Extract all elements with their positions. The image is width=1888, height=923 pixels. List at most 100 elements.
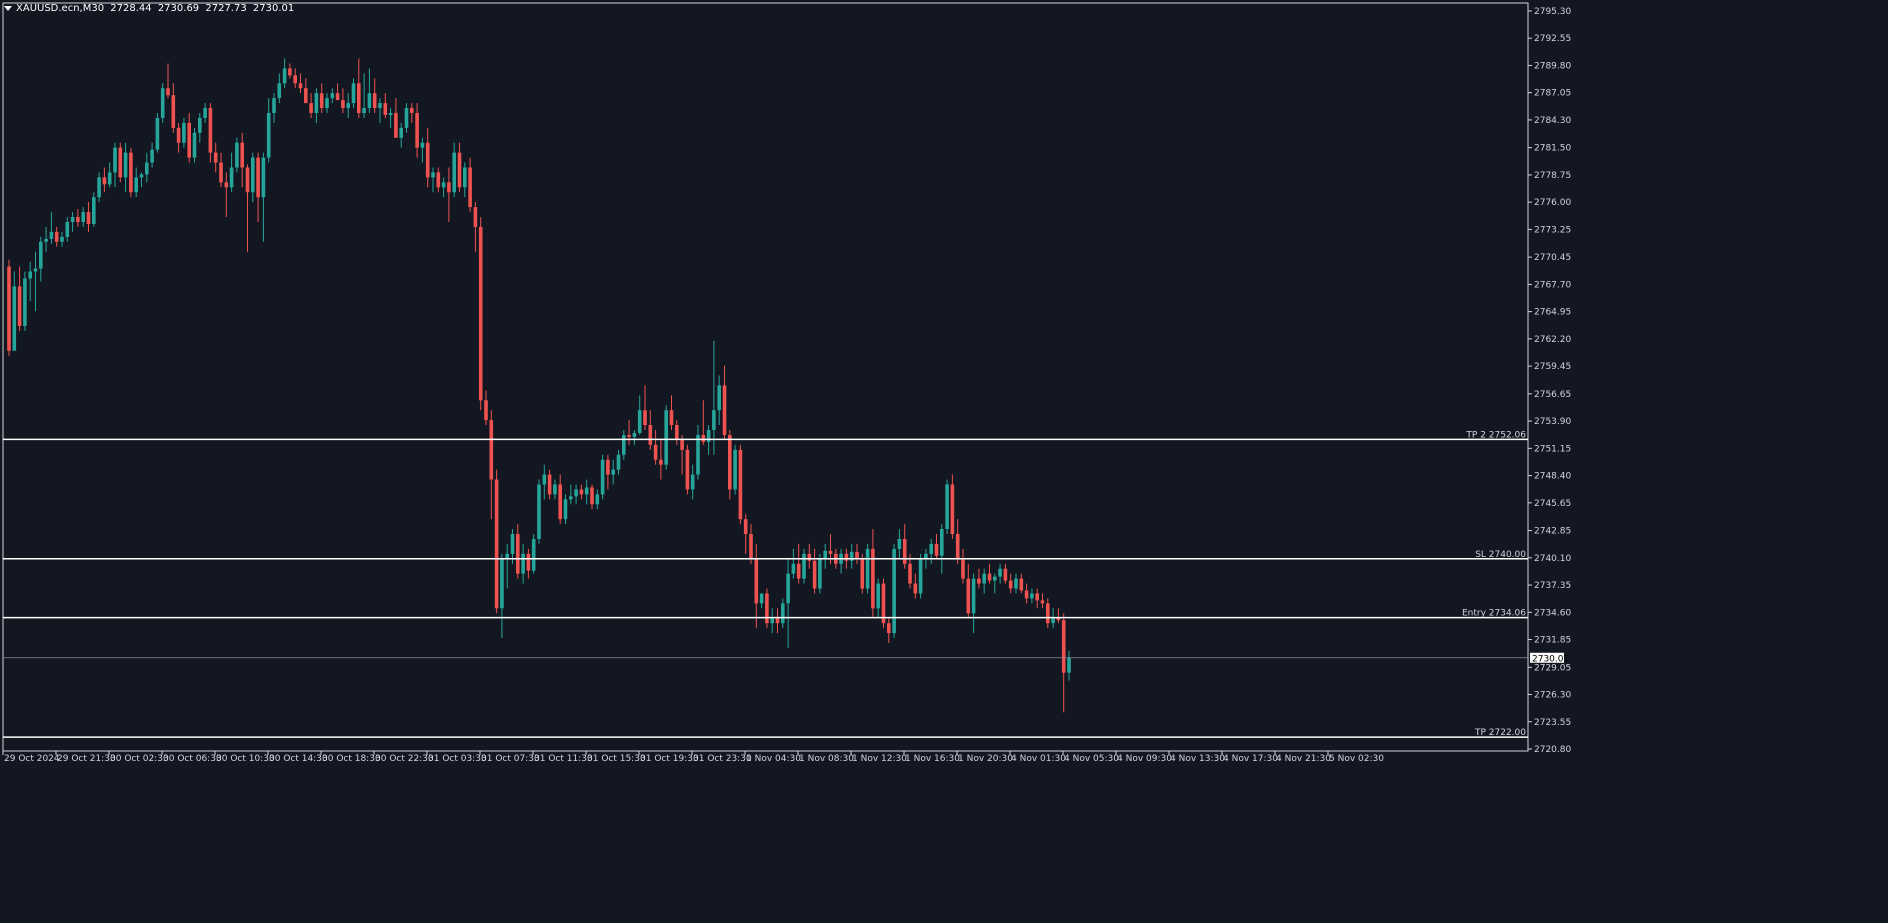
- candle-body[interactable]: [160, 88, 165, 118]
- candle-body[interactable]: [166, 88, 170, 96]
- candle-body[interactable]: [786, 573, 790, 604]
- candle-body[interactable]: [494, 479, 499, 609]
- candle-body[interactable]: [505, 553, 509, 559]
- candle-body[interactable]: [770, 618, 774, 624]
- candle-body[interactable]: [1056, 618, 1061, 621]
- candle-body[interactable]: [330, 93, 335, 99]
- candle-body[interactable]: [521, 553, 525, 574]
- candle-body[interactable]: [1051, 618, 1055, 624]
- candle-body[interactable]: [378, 103, 382, 109]
- candle-body[interactable]: [897, 538, 902, 549]
- candle-body[interactable]: [54, 231, 59, 242]
- candle-body[interactable]: [574, 489, 578, 497]
- candle-body[interactable]: [802, 553, 806, 579]
- candle-body[interactable]: [394, 113, 398, 138]
- candle-body[interactable]: [1024, 590, 1029, 599]
- candle-body[interactable]: [219, 162, 223, 183]
- candle-body[interactable]: [749, 534, 753, 559]
- candle-body[interactable]: [950, 484, 955, 535]
- candle-body[interactable]: [632, 432, 637, 437]
- candle-body[interactable]: [266, 113, 271, 158]
- candle-body[interactable]: [701, 434, 706, 442]
- candle-body[interactable]: [1003, 568, 1008, 581]
- candle-body[interactable]: [155, 117, 160, 150]
- candle-body[interactable]: [796, 563, 801, 579]
- candle-body[interactable]: [1067, 657, 1071, 673]
- candle-body[interactable]: [563, 499, 568, 520]
- candle-body[interactable]: [346, 103, 350, 109]
- candle-body[interactable]: [256, 157, 260, 198]
- candle-body[interactable]: [940, 529, 944, 556]
- candle-body[interactable]: [245, 167, 250, 193]
- candle-body[interactable]: [706, 430, 711, 442]
- candle-body[interactable]: [595, 494, 600, 505]
- candle-body[interactable]: [680, 439, 684, 450]
- candle-body[interactable]: [272, 98, 276, 113]
- candle-body[interactable]: [865, 548, 870, 589]
- candle-body[interactable]: [712, 410, 716, 431]
- candle-body[interactable]: [929, 543, 933, 554]
- candle-body[interactable]: [447, 182, 451, 193]
- candle-body[interactable]: [754, 558, 759, 604]
- candle-body[interactable]: [653, 444, 658, 460]
- candle-body[interactable]: [309, 103, 313, 113]
- candle-body[interactable]: [982, 573, 986, 584]
- candle-body[interactable]: [49, 231, 54, 239]
- candle-body[interactable]: [765, 593, 769, 624]
- candle-body[interactable]: [81, 212, 85, 222]
- candle-body[interactable]: [728, 434, 732, 490]
- candle-body[interactable]: [457, 152, 462, 188]
- candle-body[interactable]: [616, 454, 621, 470]
- candle-body[interactable]: [362, 108, 366, 113]
- candle-body[interactable]: [828, 550, 833, 554]
- candle-body[interactable]: [208, 108, 213, 153]
- candle-body[interactable]: [902, 538, 907, 564]
- candle-body[interactable]: [918, 558, 923, 594]
- candle-body[interactable]: [351, 83, 356, 104]
- candle-body[interactable]: [92, 197, 96, 224]
- candle-body[interactable]: [516, 534, 520, 574]
- candle-body[interactable]: [28, 271, 32, 279]
- candle-body[interactable]: [500, 558, 504, 609]
- candle-body[interactable]: [399, 127, 403, 138]
- candle-body[interactable]: [325, 98, 329, 109]
- candle-body[interactable]: [812, 560, 817, 589]
- candle-body[interactable]: [102, 177, 107, 185]
- candle-body[interactable]: [1061, 620, 1066, 673]
- candle-body[interactable]: [696, 434, 700, 475]
- candle-body[interactable]: [7, 266, 11, 351]
- candle-body[interactable]: [664, 410, 668, 465]
- candle-body[interactable]: [182, 122, 186, 143]
- candle-body[interactable]: [251, 157, 255, 193]
- candle-body[interactable]: [60, 236, 64, 242]
- candle-body[interactable]: [537, 484, 541, 539]
- candle-body[interactable]: [1014, 578, 1018, 589]
- candle-body[interactable]: [781, 603, 785, 624]
- candle-body[interactable]: [934, 543, 939, 556]
- candle-body[interactable]: [277, 83, 282, 99]
- candle-body[interactable]: [298, 83, 303, 89]
- candle-body[interactable]: [892, 548, 896, 634]
- candle-body[interactable]: [39, 241, 43, 269]
- candle-body[interactable]: [743, 519, 748, 535]
- candle-body[interactable]: [643, 410, 647, 426]
- candle-body[interactable]: [722, 385, 727, 435]
- dropdown-triangle-icon[interactable]: [4, 5, 12, 11]
- candle-body[interactable]: [844, 553, 849, 561]
- candle-body[interactable]: [1008, 580, 1013, 589]
- candle-body[interactable]: [547, 474, 552, 495]
- candle-body[interactable]: [139, 174, 144, 178]
- candle-body[interactable]: [590, 487, 594, 505]
- candle-body[interactable]: [213, 152, 218, 163]
- candle-body[interactable]: [558, 484, 562, 520]
- candle-body[interactable]: [473, 207, 478, 227]
- candle-body[interactable]: [510, 534, 515, 554]
- candle-body[interactable]: [526, 553, 531, 571]
- candle-body[interactable]: [977, 578, 981, 584]
- candle-body[interactable]: [484, 400, 488, 421]
- candle-body[interactable]: [622, 434, 626, 455]
- candle-body[interactable]: [17, 286, 22, 326]
- candle-body[interactable]: [913, 583, 918, 594]
- candle-body[interactable]: [531, 538, 536, 571]
